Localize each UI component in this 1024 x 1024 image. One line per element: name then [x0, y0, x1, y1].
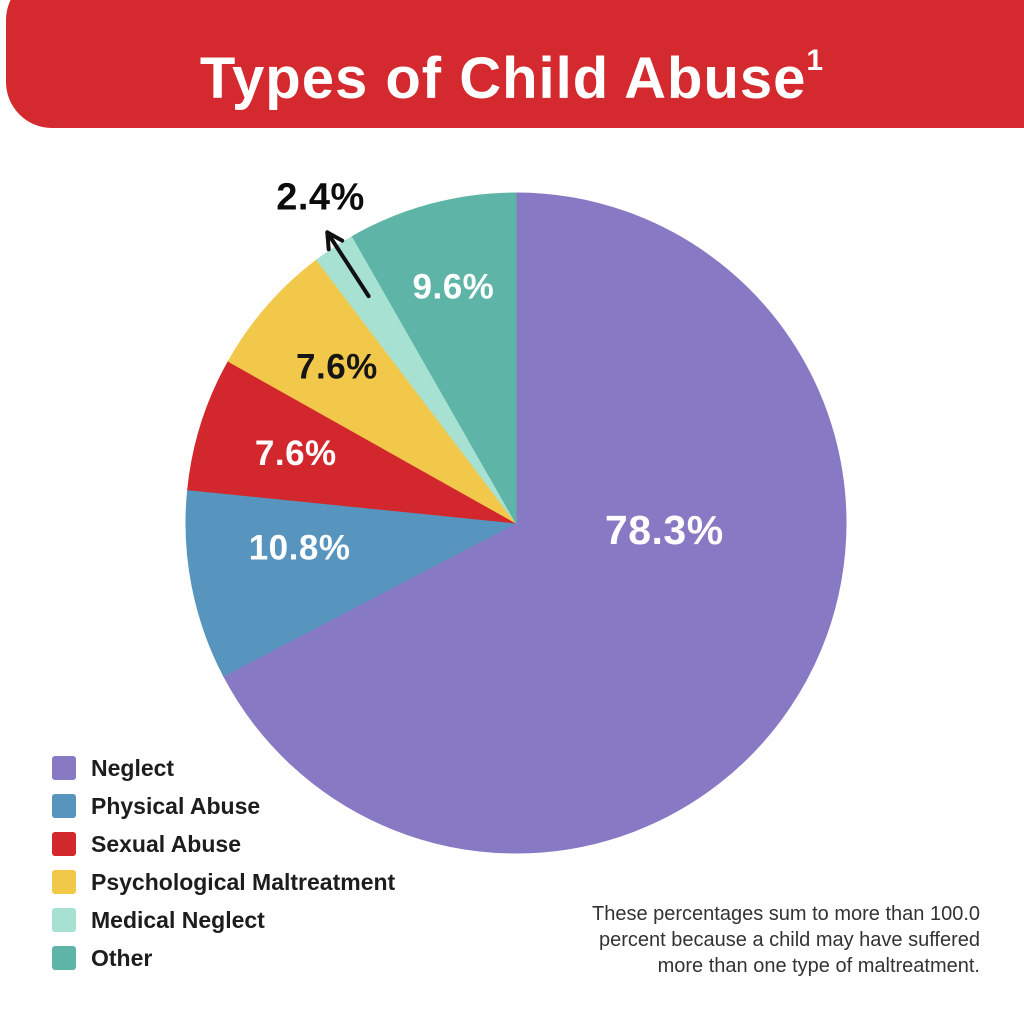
legend-label-other: Other [91, 944, 153, 971]
footnote-line: more than one type of maltreatment. [657, 955, 980, 977]
pie-slice-physical-abuse [185, 489, 518, 677]
legend-swatch-sexual-abuse [52, 832, 76, 856]
pie-label-medical-neglect: 2.4% [276, 177, 365, 219]
legend-label-physical-abuse: Physical Abuse [91, 792, 261, 819]
legend-label-neglect: Neglect [91, 754, 175, 781]
legend-label-sexual-abuse: Sexual Abuse [91, 830, 241, 857]
footnote-line: These percentages sum to more than 100.0 [591, 903, 980, 925]
legend-item-sexual-abuse: Sexual Abuse [52, 830, 395, 857]
callout-arrow-line [325, 230, 371, 299]
legend-swatch-other [52, 946, 76, 970]
pie-slice-neglect [222, 192, 847, 854]
pie-slices [185, 192, 847, 854]
legend-label-psychological-maltreatment: Psychological Maltreatment [91, 868, 396, 895]
legend-item-neglect: Neglect [52, 754, 395, 781]
legend-swatch-psychological-maltreatment [52, 870, 76, 894]
pie-labels: 78.3% 10.8% 7.6% 7.6% 2.4% 9.6% [249, 177, 724, 568]
legend-item-other: Other [52, 944, 395, 971]
title-footnote-marker: 1 [806, 44, 825, 77]
footnote: These percentages sum to more than 100.0… [592, 901, 980, 979]
pie-callouts [325, 230, 371, 299]
pie-slice-other [351, 192, 517, 525]
legend-swatch-neglect [52, 756, 76, 780]
legend-item-medical-neglect: Medical Neglect [52, 906, 395, 933]
header-banner [6, 0, 1024, 128]
page-title: Types of Child Abuse1 [0, 16, 1024, 124]
footnote-line: percent because a child may have suffere… [599, 929, 980, 951]
legend-label-medical-neglect: Medical Neglect [91, 906, 265, 933]
legend-swatch-physical-abuse [52, 794, 76, 818]
pie-label-neglect: 78.3% [605, 507, 724, 553]
pie-label-other: 9.6% [413, 268, 495, 307]
pie-label-psychological-maltreatment: 7.6% [296, 347, 378, 386]
pie-label-sexual-abuse: 7.6% [255, 434, 337, 473]
pie-slice-psychological-maltreatment [227, 259, 517, 524]
legend-item-psychological-maltreatment: Psychological Maltreatment [52, 868, 396, 895]
legend-swatch-medical-neglect [52, 908, 76, 932]
callout-arrow-head [325, 230, 345, 252]
pie-slice-sexual-abuse [187, 360, 517, 524]
legend-item-physical-abuse: Physical Abuse [52, 792, 395, 819]
legend: Neglect Physical Abuse Sexual Abuse Psychol… [52, 754, 396, 984]
page-title-text: Types of Child Abuse [199, 46, 807, 111]
pie-label-physical-abuse: 10.8% [249, 529, 351, 568]
